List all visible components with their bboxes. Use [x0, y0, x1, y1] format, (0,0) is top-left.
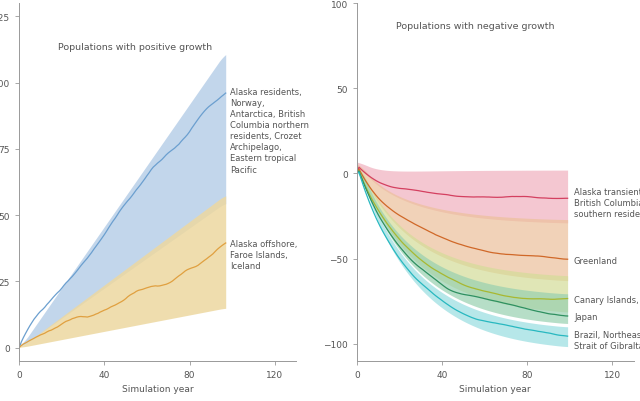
- Text: Japan: Japan: [574, 312, 598, 321]
- Text: Populations with positive growth: Populations with positive growth: [58, 43, 212, 52]
- Text: Canary Islands, Hawaii: Canary Islands, Hawaii: [574, 295, 640, 304]
- X-axis label: Simulation year: Simulation year: [122, 385, 193, 393]
- Text: Brazil, Northeast Pacific transient,
Strait of Gibraltar, United Kingdom: Brazil, Northeast Pacific transient, Str…: [574, 330, 640, 350]
- Text: Alaska offshore,
Faroe Islands,
Iceland: Alaska offshore, Faroe Islands, Iceland: [230, 239, 298, 271]
- Text: Alaska residents,
Norway,
Antarctica, British
Columbia northern
residents, Croze: Alaska residents, Norway, Antarctica, Br…: [230, 88, 309, 174]
- Text: Populations with negative growth: Populations with negative growth: [396, 22, 554, 31]
- Text: Greenland: Greenland: [574, 256, 618, 265]
- X-axis label: Simulation year: Simulation year: [460, 385, 531, 393]
- Text: Alaska transient,
British Columbia
southern residents: Alaska transient, British Columbia south…: [574, 187, 640, 219]
